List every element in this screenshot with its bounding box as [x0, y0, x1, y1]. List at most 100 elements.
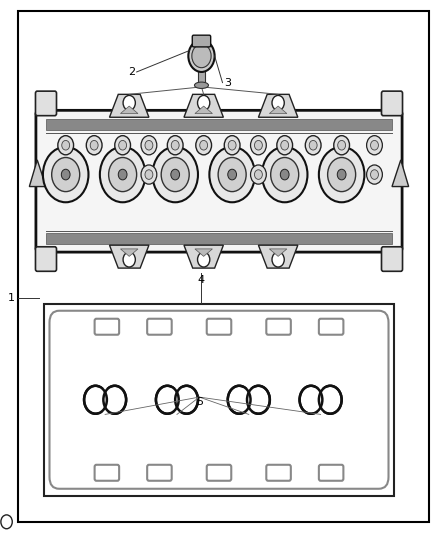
- Circle shape: [196, 135, 212, 155]
- Polygon shape: [195, 106, 212, 114]
- Circle shape: [228, 169, 237, 180]
- Circle shape: [367, 135, 382, 155]
- Circle shape: [305, 135, 321, 155]
- Circle shape: [251, 135, 266, 155]
- Polygon shape: [258, 245, 298, 268]
- FancyBboxPatch shape: [319, 465, 343, 481]
- Text: 3: 3: [224, 78, 231, 87]
- FancyBboxPatch shape: [207, 319, 231, 335]
- Circle shape: [188, 40, 215, 72]
- Bar: [170, 388, 184, 411]
- Ellipse shape: [228, 386, 251, 414]
- Polygon shape: [258, 94, 298, 117]
- Bar: [241, 388, 256, 411]
- Circle shape: [167, 135, 183, 155]
- Circle shape: [254, 169, 262, 179]
- Polygon shape: [120, 106, 138, 114]
- Text: 5: 5: [196, 398, 203, 407]
- Circle shape: [100, 147, 145, 202]
- Circle shape: [209, 147, 255, 202]
- Circle shape: [262, 147, 307, 202]
- Ellipse shape: [300, 386, 322, 414]
- Text: 2: 2: [128, 67, 135, 77]
- Circle shape: [319, 147, 364, 202]
- Circle shape: [61, 169, 70, 180]
- Circle shape: [152, 147, 198, 202]
- Ellipse shape: [84, 386, 107, 414]
- FancyBboxPatch shape: [192, 35, 211, 47]
- Circle shape: [254, 140, 262, 150]
- FancyBboxPatch shape: [381, 247, 403, 271]
- Circle shape: [367, 165, 382, 184]
- Circle shape: [123, 95, 135, 110]
- Circle shape: [200, 140, 208, 150]
- FancyBboxPatch shape: [35, 91, 57, 116]
- Circle shape: [123, 252, 135, 267]
- Circle shape: [218, 158, 246, 191]
- FancyBboxPatch shape: [95, 319, 119, 335]
- Ellipse shape: [247, 386, 270, 414]
- Circle shape: [281, 140, 289, 150]
- Circle shape: [86, 135, 102, 155]
- Circle shape: [171, 169, 180, 180]
- Circle shape: [198, 252, 210, 267]
- Circle shape: [337, 169, 346, 180]
- Circle shape: [272, 252, 284, 267]
- Circle shape: [1, 515, 12, 529]
- FancyBboxPatch shape: [35, 247, 57, 271]
- FancyBboxPatch shape: [266, 319, 291, 335]
- Bar: [313, 388, 328, 411]
- Circle shape: [145, 140, 153, 150]
- Polygon shape: [392, 160, 409, 187]
- Circle shape: [309, 140, 317, 150]
- FancyBboxPatch shape: [95, 465, 119, 481]
- Circle shape: [145, 169, 153, 179]
- Circle shape: [161, 158, 189, 191]
- Circle shape: [119, 140, 127, 150]
- Text: 4: 4: [198, 275, 205, 285]
- Ellipse shape: [194, 82, 208, 88]
- Bar: [44, 304, 394, 496]
- Ellipse shape: [156, 386, 179, 414]
- Circle shape: [58, 135, 74, 155]
- Circle shape: [334, 135, 350, 155]
- Bar: [198, 58, 205, 85]
- Polygon shape: [195, 249, 212, 256]
- Circle shape: [277, 135, 293, 155]
- Polygon shape: [184, 94, 223, 117]
- Text: 1: 1: [7, 294, 14, 303]
- Circle shape: [371, 140, 378, 150]
- FancyBboxPatch shape: [381, 91, 403, 116]
- Circle shape: [118, 169, 127, 180]
- Circle shape: [141, 165, 157, 184]
- FancyBboxPatch shape: [147, 465, 172, 481]
- Polygon shape: [110, 245, 149, 268]
- Circle shape: [198, 95, 210, 110]
- Circle shape: [43, 147, 88, 202]
- Circle shape: [228, 140, 236, 150]
- Circle shape: [272, 95, 284, 110]
- Circle shape: [328, 158, 356, 191]
- Bar: [46, 119, 392, 130]
- Polygon shape: [120, 249, 138, 256]
- Circle shape: [90, 140, 98, 150]
- FancyBboxPatch shape: [266, 465, 291, 481]
- Polygon shape: [269, 106, 287, 114]
- Bar: [98, 388, 113, 411]
- FancyBboxPatch shape: [147, 319, 172, 335]
- Circle shape: [271, 158, 299, 191]
- Bar: [46, 233, 392, 244]
- Circle shape: [171, 140, 179, 150]
- Circle shape: [280, 169, 289, 180]
- Ellipse shape: [103, 386, 126, 414]
- Circle shape: [141, 135, 157, 155]
- Circle shape: [62, 140, 70, 150]
- Circle shape: [192, 44, 211, 68]
- Polygon shape: [110, 94, 149, 117]
- FancyBboxPatch shape: [207, 465, 231, 481]
- Polygon shape: [269, 249, 287, 256]
- FancyBboxPatch shape: [319, 319, 343, 335]
- Polygon shape: [184, 245, 223, 268]
- Circle shape: [52, 158, 80, 191]
- FancyBboxPatch shape: [36, 110, 402, 252]
